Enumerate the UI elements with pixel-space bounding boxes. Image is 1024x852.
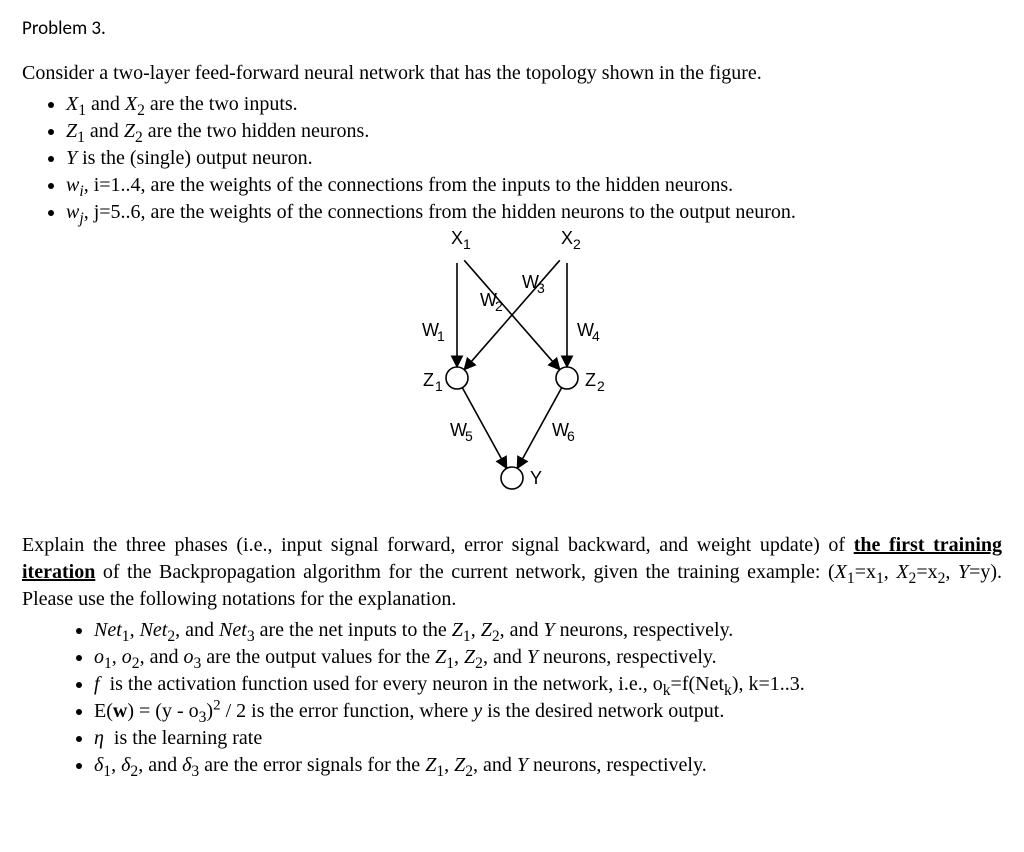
svg-text:1: 1 [435,378,443,394]
svg-text:1: 1 [437,328,445,344]
list-item: X1 and X2 are the two inputs. [66,91,1002,118]
svg-text:6: 6 [567,428,575,444]
network-svg: W1W2W3W4W5W6X1X2Z1Z2Y [362,228,662,508]
svg-text:2: 2 [495,298,503,314]
top-bullet-list: X1 and X2 are the two inputs. Z1 and Z2 … [22,91,1002,226]
intro-paragraph: Consider a two-layer feed-forward neural… [22,60,1002,87]
bottom-bullet-list: Net1, Net2, and Net3 are the net inputs … [22,617,1002,779]
list-item: wj, j=5..6, are the weights of the conne… [66,199,1002,226]
svg-text:2: 2 [573,236,581,252]
list-item: wi, i=1..4, are the weights of the conne… [66,172,1002,199]
list-item: f is the activation function used for ev… [94,671,1002,698]
list-item: η is the learning rate [94,725,1002,752]
svg-text:Z: Z [585,370,596,390]
svg-text:Y: Y [530,468,542,488]
list-item: δ1, δ2, and δ3 are the error signals for… [94,752,1002,779]
list-item: E(w) = (y - o3)2 / 2 is the error functi… [94,698,1002,725]
svg-text:3: 3 [537,280,545,296]
task-paragraph: Explain the three phases (i.e., input si… [22,532,1002,613]
svg-text:2: 2 [597,378,605,394]
svg-text:1: 1 [463,236,471,252]
svg-text:Z: Z [423,370,434,390]
network-diagram: W1W2W3W4W5W6X1X2Z1Z2Y [22,228,1002,516]
list-item: Z1 and Z2 are the two hidden neurons. [66,118,1002,145]
task-text: Explain the three phases (i.e., input si… [22,534,854,556]
page: Problem 3. Consider a two-layer feed-for… [0,0,1024,795]
list-item: Net1, Net2, and Net3 are the net inputs … [94,617,1002,644]
task-text: of the Backpropagation algorithm for the… [95,561,997,583]
list-item: Y is the (single) output neuron. [66,145,1002,172]
svg-text:X: X [451,228,463,248]
list-item: o1, o2, and o3 are the output values for… [94,644,1002,671]
svg-text:4: 4 [592,328,600,344]
svg-text:X: X [561,228,573,248]
problem-heading: Problem 3. [22,16,1002,42]
svg-text:5: 5 [465,428,473,444]
